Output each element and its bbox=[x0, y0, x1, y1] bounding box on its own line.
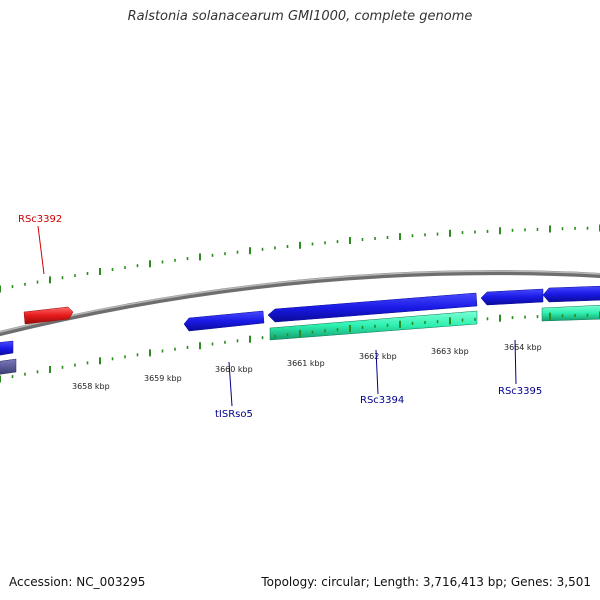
label-line-tisrso5 bbox=[228, 361, 233, 407]
scale-label: 3658 kbp bbox=[72, 382, 110, 391]
gene-rsc3394-arrow[interactable] bbox=[267, 292, 478, 323]
gene-label-rsc3394[interactable]: RSc3394 bbox=[360, 395, 404, 406]
feature-dark-left[interactable] bbox=[0, 358, 17, 375]
genome-backbone-highlight bbox=[0, 270, 600, 333]
scale-label: 3661 kbp bbox=[287, 359, 325, 368]
topology-value: circular bbox=[321, 575, 366, 589]
genes-value: 3,501 bbox=[556, 575, 591, 589]
gene-rsc3395-arrow[interactable] bbox=[480, 288, 544, 306]
length-value: 3,716,413 bp bbox=[422, 575, 503, 589]
inner-tick-track bbox=[0, 311, 600, 383]
gene-tisrso5-arrow[interactable] bbox=[183, 310, 265, 332]
gene-left-edge-arrow[interactable] bbox=[0, 340, 14, 356]
gene-next-arrow[interactable] bbox=[542, 285, 600, 303]
gene-rsc3392-arrow[interactable] bbox=[23, 306, 74, 325]
accession-label: Accession: bbox=[9, 575, 73, 589]
label-line-rsc3395 bbox=[514, 339, 517, 385]
scale-labels: 3658 kbp 3659 kbp 3660 kbp 3661 kbp 3662 kbp… bbox=[72, 343, 542, 391]
outer-tick-track bbox=[0, 224, 600, 293]
feature-green-2[interactable] bbox=[541, 304, 600, 322]
genome-title: Ralstonia solanacearum GMI1000, complete… bbox=[127, 9, 473, 24]
gene-label-rsc3392[interactable]: RSc3392 bbox=[18, 214, 62, 225]
genome-summary: Topology: circular; Length: 3,716,413 bp… bbox=[261, 575, 591, 589]
gene-label-rsc3395[interactable]: RSc3395 bbox=[498, 386, 542, 397]
scale-label: 3662 kbp bbox=[359, 352, 397, 361]
label-line-rsc3392 bbox=[37, 225, 45, 275]
accession-info: Accession: NC_003295 bbox=[9, 575, 145, 589]
topology-label: Topology: bbox=[261, 575, 318, 589]
genes-label: Genes: bbox=[510, 575, 553, 589]
length-label: Length: bbox=[373, 575, 420, 589]
accession-value: NC_003295 bbox=[76, 575, 146, 589]
genome-backbone bbox=[0, 270, 600, 337]
scale-label: 3659 kbp bbox=[144, 374, 182, 383]
scale-label: 3663 kbp bbox=[431, 347, 469, 356]
label-line-rsc3394 bbox=[375, 349, 379, 395]
gene-label-tisrso5[interactable]: tISRso5 bbox=[215, 409, 253, 420]
feature-green-1[interactable] bbox=[269, 310, 478, 341]
scale-label: 3664 kbp bbox=[504, 343, 542, 352]
scale-label: 3660 kbp bbox=[215, 365, 253, 374]
